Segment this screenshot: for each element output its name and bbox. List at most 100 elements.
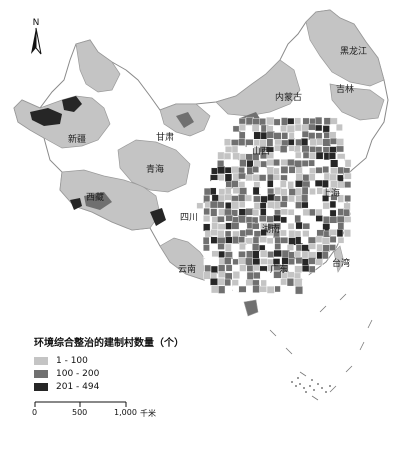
district-cell bbox=[330, 117, 338, 125]
district-cell bbox=[232, 271, 241, 279]
label-shanxi: 山西 bbox=[252, 146, 270, 157]
district-cell bbox=[322, 209, 329, 218]
district-cell bbox=[239, 159, 247, 168]
district-cell bbox=[287, 181, 294, 190]
district-cell bbox=[266, 285, 275, 294]
district-cell bbox=[301, 201, 309, 209]
district-cell bbox=[288, 258, 295, 266]
district-cell bbox=[295, 187, 303, 196]
island-dots bbox=[291, 377, 331, 393]
district-cell bbox=[287, 214, 294, 223]
district-cell bbox=[238, 194, 247, 203]
district-cell bbox=[279, 229, 287, 237]
district-cell bbox=[329, 200, 337, 209]
district-cell bbox=[287, 138, 295, 147]
district-cell bbox=[252, 174, 260, 182]
district-cell bbox=[330, 159, 339, 168]
district-cell bbox=[238, 201, 246, 208]
district-cell bbox=[314, 222, 323, 231]
district-cell bbox=[232, 152, 241, 161]
district-cell bbox=[294, 278, 303, 287]
district-cell bbox=[315, 215, 323, 222]
district-cell bbox=[316, 243, 324, 252]
district-cell bbox=[287, 117, 295, 125]
district-cell bbox=[210, 284, 219, 294]
district-cell bbox=[260, 160, 268, 169]
district-cell bbox=[245, 132, 254, 140]
district-cell bbox=[230, 200, 240, 210]
district-cell bbox=[286, 278, 295, 287]
district-cell bbox=[288, 188, 296, 196]
district-cell bbox=[302, 222, 311, 230]
region-hainan bbox=[243, 299, 259, 317]
district-cell bbox=[217, 243, 225, 250]
north-arrow-icon: N bbox=[31, 18, 42, 55]
district-cell bbox=[279, 201, 289, 208]
district-cell bbox=[266, 159, 274, 166]
district-cell bbox=[301, 130, 310, 138]
district-cell bbox=[344, 181, 352, 188]
district-cell bbox=[286, 271, 295, 278]
district-cell bbox=[294, 250, 302, 258]
label-jilin: 吉林 bbox=[336, 83, 354, 95]
district-cell bbox=[295, 151, 302, 159]
district-cell bbox=[225, 214, 234, 222]
district-cell bbox=[231, 139, 240, 146]
district-cell bbox=[302, 215, 310, 224]
district-cell bbox=[329, 187, 337, 194]
district-cell bbox=[336, 138, 344, 146]
east-district-mosaic bbox=[196, 116, 353, 295]
district-cell bbox=[273, 159, 280, 167]
district-cell bbox=[203, 223, 211, 232]
district-cell bbox=[267, 179, 274, 188]
district-cell bbox=[315, 208, 323, 217]
district-cell bbox=[209, 187, 217, 196]
district-cell bbox=[280, 223, 289, 231]
district-cell bbox=[211, 167, 218, 175]
district-cell bbox=[322, 195, 330, 202]
district-cell bbox=[210, 257, 218, 265]
island-dot bbox=[313, 389, 315, 391]
district-cell bbox=[210, 278, 218, 286]
district-cell bbox=[251, 124, 260, 132]
district-cell bbox=[225, 202, 232, 210]
district-cell bbox=[238, 172, 247, 180]
district-cell bbox=[239, 223, 247, 231]
district-cell bbox=[259, 202, 267, 209]
district-cell bbox=[266, 243, 274, 251]
district-cell bbox=[203, 207, 210, 216]
south-sea-inset-frame bbox=[262, 318, 380, 442]
district-cell bbox=[203, 271, 211, 280]
patch-xizang-medium bbox=[84, 192, 112, 210]
district-cell bbox=[246, 271, 254, 281]
district-cell bbox=[314, 179, 324, 187]
legend-swatch-low bbox=[34, 357, 48, 365]
label-hunan: 湖南 bbox=[262, 223, 280, 235]
district-cell bbox=[252, 243, 260, 251]
scale-tick-500: 500 bbox=[72, 408, 88, 417]
legend-label-mid: 100 - 200 bbox=[56, 369, 100, 379]
island-dot bbox=[321, 387, 323, 389]
district-cell bbox=[224, 187, 232, 196]
district-cell bbox=[231, 145, 239, 154]
district-cell bbox=[203, 251, 211, 259]
district-cell bbox=[209, 244, 219, 252]
district-cell bbox=[266, 279, 274, 287]
region-xinjiang-north-light bbox=[75, 39, 121, 93]
district-cell bbox=[260, 195, 268, 204]
district-cell bbox=[238, 215, 246, 224]
patch-gansu-medium bbox=[176, 112, 194, 128]
district-cell bbox=[258, 174, 267, 182]
label-yunnan: 云南 bbox=[178, 263, 196, 275]
district-cell bbox=[231, 264, 241, 272]
district-cell bbox=[267, 173, 275, 181]
district-cell bbox=[231, 166, 240, 174]
district-cell bbox=[217, 223, 226, 230]
district-cell bbox=[202, 236, 210, 245]
district-cell bbox=[302, 166, 311, 175]
district-cell bbox=[252, 250, 260, 259]
district-cell bbox=[211, 250, 220, 258]
district-cell bbox=[288, 173, 297, 181]
district-cell bbox=[336, 229, 344, 238]
district-cell bbox=[328, 152, 336, 160]
